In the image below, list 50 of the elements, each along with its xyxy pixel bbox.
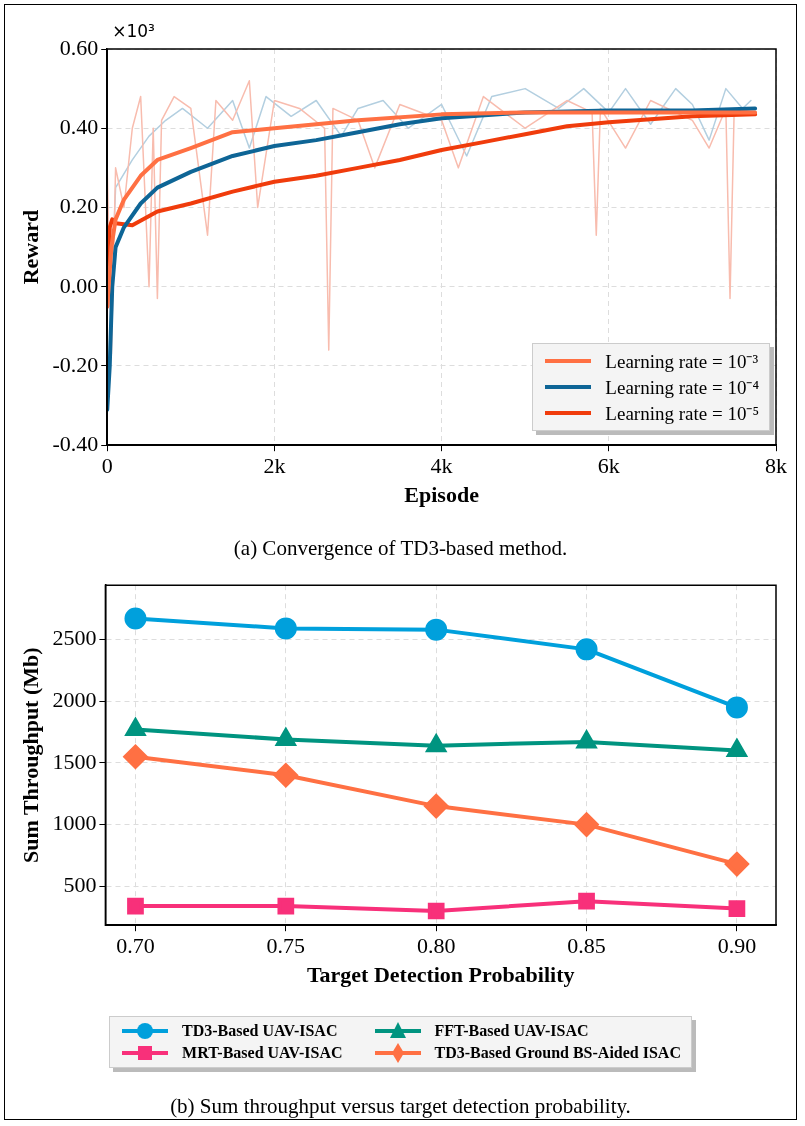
- point: [578, 892, 595, 910]
- legend-label: Learning rate = 10⁻³: [605, 350, 759, 375]
- legend-label: TD3-Based Ground BS-Aided ISAC: [434, 1044, 681, 1062]
- y-tick-label: 2500: [52, 625, 97, 651]
- legend-label: FFT-Based UAV-ISAC: [434, 1022, 589, 1040]
- point: [127, 897, 144, 915]
- y-tick-label: 0.20: [59, 193, 99, 219]
- x-axis-title: Episode: [404, 482, 480, 508]
- legend-label: Learning rate = 10⁻⁵: [605, 402, 759, 427]
- text: (a) Convergence of TD3-based method.: [232, 536, 569, 561]
- y-tick-label: 0.60: [59, 34, 99, 60]
- y-tick-label: -0.40: [52, 430, 99, 456]
- y-tick-label: 500: [63, 872, 97, 898]
- x-tick-label: 0.75: [266, 933, 306, 959]
- point: [427, 902, 445, 920]
- point: [277, 897, 295, 915]
- y-tick-label: 0.40: [59, 114, 99, 140]
- y-tick-label: -0.20: [52, 351, 99, 377]
- point: [424, 794, 449, 819]
- y-tick-label: 1500: [52, 748, 97, 774]
- y-axis-title: Reward: [17, 209, 43, 285]
- x-tick-label: 8k: [765, 453, 787, 479]
- legend-label: Learning rate = 10⁻⁴: [605, 376, 759, 401]
- point: [124, 607, 147, 630]
- point: [574, 812, 599, 837]
- legend-label: TD3-Based UAV-ISAC: [182, 1022, 338, 1040]
- point: [273, 763, 298, 788]
- point: [123, 744, 148, 769]
- legend-label: MRT-Based UAV-ISAC: [182, 1044, 343, 1062]
- x-tick-label: 0: [101, 453, 113, 479]
- x-tick-label: 0.90: [717, 933, 757, 959]
- point: [575, 638, 598, 661]
- y-tick-label: 1000: [52, 810, 97, 836]
- x-tick-label: 6k: [597, 453, 620, 479]
- y-axis-title: Sum Throughput (Mb): [17, 647, 43, 863]
- x-tick-label: 0.80: [416, 933, 456, 959]
- x-tick-label: 0.70: [116, 933, 155, 959]
- point: [425, 618, 448, 641]
- point: [724, 852, 749, 877]
- x-axis-title: Target Detection Probability: [306, 962, 575, 988]
- text: ×10³: [112, 20, 155, 41]
- point: [274, 617, 297, 640]
- y-tick-label: 0.00: [59, 272, 99, 298]
- x-tick-label: 2k: [263, 453, 286, 479]
- y-tick-label: 2000: [52, 686, 97, 712]
- text: (b) Sum throughput versus target detection probability.: [169, 1094, 632, 1119]
- point: [728, 900, 746, 917]
- x-tick-label: 4k: [430, 453, 453, 479]
- point: [725, 696, 748, 719]
- x-tick-label: 0.85: [567, 933, 606, 959]
